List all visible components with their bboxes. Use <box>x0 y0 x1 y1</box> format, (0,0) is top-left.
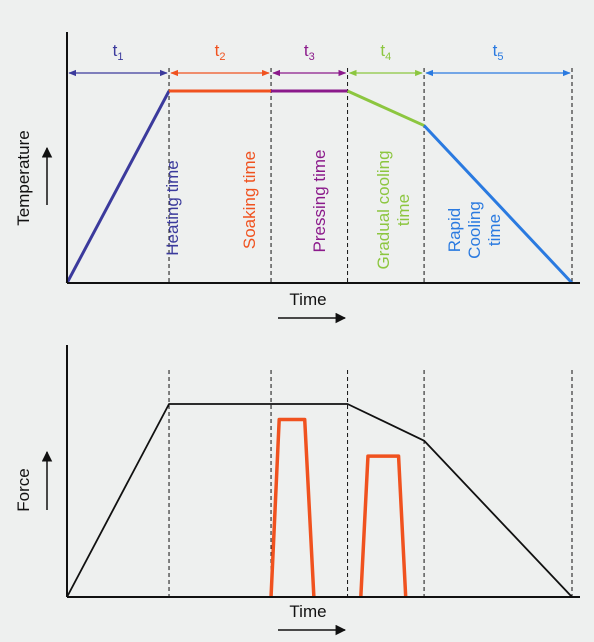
temperature-phase-boundaries <box>168 68 573 283</box>
phase-label-t2: t2 <box>215 41 226 63</box>
phase-description-t2: Soaking time <box>240 151 259 249</box>
phase-label-t3: t3 <box>304 41 315 63</box>
temperature-x-label: Time <box>289 290 326 309</box>
force-pulse-1 <box>269 417 316 598</box>
force-x-label: Time <box>289 602 326 621</box>
temperature-curve <box>65 89 574 285</box>
force-phase-boundaries <box>168 370 573 597</box>
phase-label-t4: t4 <box>380 41 391 63</box>
phase-description-t4: Gradual coolingtime <box>374 150 413 269</box>
phase-labels: t1 t2 t3 t4 t5 <box>113 41 504 63</box>
temperature-segment-t5 <box>422 124 574 285</box>
force-y-label: Force <box>14 468 33 511</box>
temperature-panel: t1 t2 t3 t4 t5 Heating time Soaking time Press… <box>14 32 580 324</box>
force-pulse-2 <box>359 454 408 598</box>
phase-descriptions: Heating time Soaking time Pressing time Gra… <box>163 150 504 270</box>
phase-description-t5: RapidCoolingtime <box>445 201 504 259</box>
force-curves <box>66 403 573 598</box>
phase-description-t3: Pressing time <box>310 150 329 253</box>
temperature-y-label: Temperature <box>14 130 33 225</box>
phase-label-t1: t1 <box>113 41 124 63</box>
temperature-segment-t4 <box>346 89 425 127</box>
phase-description-t1: Heating time <box>163 160 182 255</box>
force-panel: Force Time <box>14 345 580 636</box>
temperature-segment-t1 <box>65 90 171 284</box>
phase-label-t5: t5 <box>493 41 504 63</box>
force-envelope <box>66 403 573 598</box>
